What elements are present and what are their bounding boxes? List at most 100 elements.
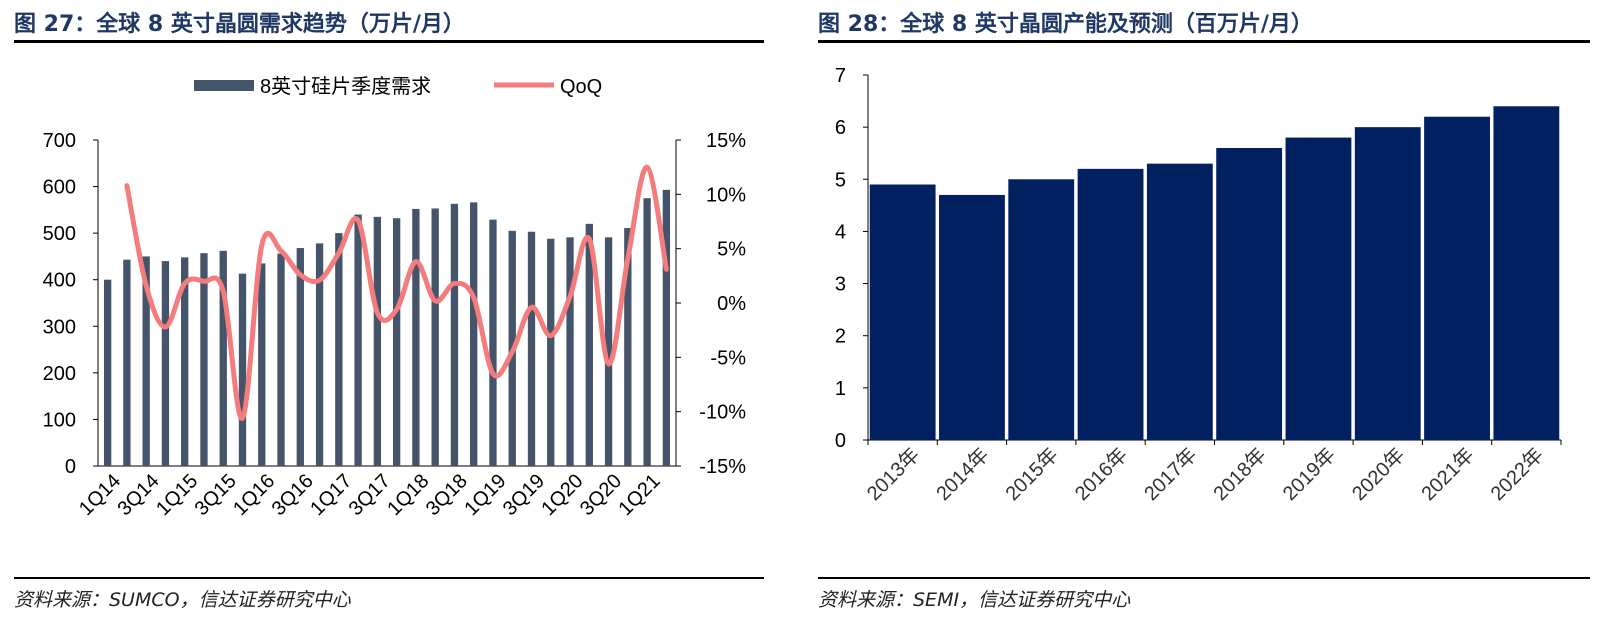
x-tick-label: 1Q15 (152, 470, 202, 520)
left-chart-title: 图 27：全球 8 英寸晶圆需求趋势（万片/月） (14, 12, 465, 37)
demand-bar (527, 231, 536, 466)
demand-bar (470, 202, 478, 467)
demand-bar (566, 237, 574, 466)
x-tick-label: 1Q19 (460, 470, 510, 520)
demand-bar (277, 253, 285, 466)
demand-bar (643, 198, 651, 466)
capacity-bar (939, 194, 1005, 440)
x-tick-label: 2014年 (932, 443, 994, 505)
y-tick-label: 7 (835, 65, 846, 87)
left-y-tick-label: 600 (43, 177, 76, 199)
left-y-tick-label: 400 (43, 270, 76, 292)
capacity-bar (1008, 179, 1075, 441)
left-y-tick-label: 0 (65, 456, 76, 478)
x-tick-label: 3Q16 (268, 470, 318, 520)
demand-bar (219, 250, 227, 466)
right-chart-title: 图 28：全球 8 英寸晶圆产能及预测（百万片/月） (818, 12, 1313, 37)
capacity-bar (869, 184, 936, 440)
demand-bar (354, 214, 362, 466)
right-y-tick-label: 10% (706, 184, 746, 206)
y-tick-label: 3 (835, 274, 846, 296)
demand-bar (200, 253, 208, 466)
demand-bar (315, 243, 324, 466)
left-y-tick-label: 500 (43, 223, 76, 245)
x-tick-label: 1Q20 (537, 470, 587, 520)
demand-bar (585, 223, 593, 466)
y-tick-label: 4 (835, 221, 846, 243)
x-tick-label: 1Q21 (614, 470, 664, 520)
demand-bar (604, 237, 613, 466)
right-y-tick-label: 5% (717, 239, 746, 261)
demand-bar (296, 248, 304, 466)
right-y-tick-label: 0% (717, 293, 746, 315)
demand-bar (431, 208, 439, 466)
left-panel: 图 27：全球 8 英寸晶圆需求趋势（万片/月） 8英寸硅片季度需求 QoQ 0 10… (14, 0, 764, 624)
y-tick-label: 6 (835, 117, 846, 139)
demand-bar (123, 259, 131, 466)
x-tick-label: 1Q14 (75, 470, 125, 520)
demand-bar (412, 208, 420, 466)
capacity-bar (1354, 127, 1421, 441)
y-tick-label: 5 (835, 169, 846, 191)
qoq-line (124, 164, 669, 421)
capacity-bar (1146, 163, 1213, 440)
left-title-rule (14, 40, 764, 43)
x-tick-label: 2013年 (862, 443, 924, 505)
demand-bar (258, 263, 266, 466)
left-y-tick-label: 700 (43, 130, 76, 152)
x-tick-label: 3Q14 (114, 470, 164, 520)
x-tick-label: 1Q16 (229, 470, 279, 520)
right-y-tick-label: -10% (699, 402, 746, 424)
right-title-rule (818, 40, 1590, 43)
capacity-bar (1493, 106, 1560, 441)
x-tick-label: 2016年 (1070, 443, 1132, 505)
left-chart: 8英寸硅片季度需求 QoQ 0 100 200 300 400 500 600 700 -15% -1… (43, 75, 747, 520)
right-source-note: 资料来源：SEMI，信达证券研究中心 (818, 589, 1131, 611)
demand-bar (624, 228, 632, 466)
x-tick-label: 2018年 (1209, 443, 1271, 505)
capacity-bar (1077, 168, 1144, 440)
y-tick-label: 0 (835, 430, 846, 452)
legend-bar-swatch (194, 80, 254, 91)
demand-bar (238, 273, 247, 466)
demand-bar (662, 189, 671, 466)
demand-bar (103, 279, 112, 466)
right-y-tick-label: -5% (710, 347, 746, 369)
y-tick-label: 2 (835, 326, 846, 348)
legend-line-label: QoQ (560, 76, 602, 98)
x-tick-label: 2022年 (1486, 443, 1548, 505)
x-tick-label: 1Q18 (383, 470, 433, 520)
demand-bar (161, 261, 170, 466)
demand-bar (335, 233, 343, 466)
x-tick-label: 3Q15 (191, 470, 241, 520)
demand-bar (547, 238, 555, 466)
x-tick-label: 2020年 (1347, 443, 1409, 505)
demand-bar (489, 219, 497, 466)
legend-bar-label: 8英寸硅片季度需求 (260, 75, 431, 98)
y-tick-label: 1 (835, 378, 846, 400)
capacity-bar (1424, 116, 1490, 440)
x-tick-label: 3Q17 (345, 470, 395, 520)
x-tick-label: 3Q18 (422, 470, 472, 520)
right-y-tick-label: 15% (706, 130, 746, 152)
capacity-bar (1285, 137, 1352, 441)
x-tick-label: 2019年 (1278, 443, 1340, 505)
x-tick-label: 3Q19 (499, 470, 549, 520)
x-tick-label: 2017年 (1140, 443, 1202, 505)
right-source-rule (818, 577, 1590, 579)
x-tick-label: 2015年 (1001, 443, 1063, 505)
left-source-rule (14, 577, 764, 579)
x-tick-label: 2021年 (1417, 443, 1479, 505)
demand-bar (373, 216, 382, 466)
x-tick-label: 1Q17 (306, 470, 356, 520)
right-panel: 图 28：全球 8 英寸晶圆产能及预测（百万片/月） 0 1 2 3 4 5 6 7 2013年… (818, 0, 1590, 624)
left-y-tick-label: 200 (43, 363, 76, 385)
demand-bar (181, 257, 189, 466)
capacity-bar (1216, 148, 1283, 440)
demand-bar (392, 218, 401, 466)
left-source-note: 资料来源：SUMCO，信达证券研究中心 (14, 589, 351, 611)
demand-bar (142, 256, 150, 466)
left-y-tick-label: 100 (43, 409, 76, 431)
left-y-tick-label: 300 (43, 316, 76, 338)
